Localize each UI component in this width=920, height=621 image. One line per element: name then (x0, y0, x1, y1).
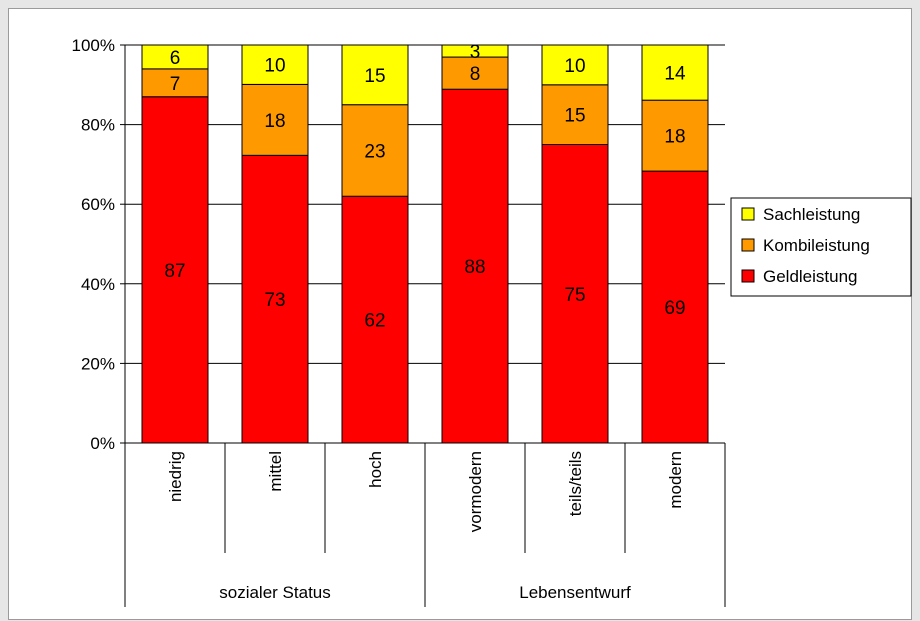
chart-frame: 0% 20% 40% 60% 80% 100% 87 7 6 73 18 10 62 23 15 88 8 3 75… (8, 8, 912, 620)
data-label: 14 (664, 64, 686, 85)
bar-segment (341, 195, 409, 444)
bar-segment (141, 96, 209, 444)
data-label: 75 (564, 285, 585, 306)
bar-segment (341, 104, 409, 197)
y-tick-label: 100% (72, 36, 115, 55)
data-label: 18 (264, 111, 285, 132)
legend-label: Sachleistung (763, 205, 860, 224)
bar-segment (641, 44, 709, 101)
bar-segment (441, 44, 509, 58)
data-label: 15 (564, 106, 585, 127)
bar-segment (141, 68, 209, 98)
y-tick-label: 80% (81, 116, 115, 135)
y-tick-label: 60% (81, 195, 115, 214)
legend-label: Kombileistung (763, 236, 870, 255)
data-label: 73 (264, 290, 285, 311)
data-label: 69 (664, 298, 685, 319)
legend-swatch (741, 207, 755, 221)
legend-label: Geldleistung (763, 267, 858, 286)
data-label: 10 (264, 56, 285, 77)
x-category-label: modern (666, 451, 685, 509)
x-category-label: vormodern (466, 451, 485, 532)
data-label: 8 (470, 64, 481, 85)
stacked-bar-chart: 0%20%40%60%80%100%8776731810622315888375… (72, 36, 912, 607)
data-label: 7 (170, 74, 181, 95)
y-tick-label: 0% (90, 434, 115, 453)
legend-swatch (741, 269, 755, 283)
bar-segment (541, 44, 609, 86)
bar-segment (541, 144, 609, 444)
x-category-label: teils/teils (566, 451, 585, 516)
data-label: 62 (364, 311, 385, 332)
bar-segment (641, 99, 709, 172)
y-tick-label: 40% (81, 275, 115, 294)
x-group-label: Lebensentwurf (519, 583, 631, 602)
bar-segment (341, 44, 409, 106)
y-tick-label: 20% (81, 354, 115, 373)
data-label: 10 (564, 56, 585, 77)
legend-swatch (741, 238, 755, 252)
bar-segment (441, 56, 509, 90)
x-category-label: hoch (366, 451, 385, 488)
x-category-label: niedrig (166, 451, 185, 502)
bar-segment (541, 84, 609, 146)
data-label: 87 (164, 261, 185, 282)
data-label: 23 (364, 141, 385, 162)
legend-box (730, 197, 912, 297)
data-label: 88 (464, 257, 485, 278)
bar-segment (441, 88, 509, 444)
bar-segment (141, 44, 209, 70)
data-label: 3 (470, 42, 481, 63)
data-label: 15 (364, 66, 385, 87)
bar-segment (241, 44, 309, 85)
data-label: 6 (170, 48, 181, 69)
bar-segment (241, 154, 309, 444)
x-category-label: mittel (266, 451, 285, 492)
data-label: 18 (664, 127, 685, 148)
bar-segment (241, 83, 309, 156)
bar-segment (641, 170, 709, 444)
x-group-label: sozialer Status (219, 583, 331, 602)
